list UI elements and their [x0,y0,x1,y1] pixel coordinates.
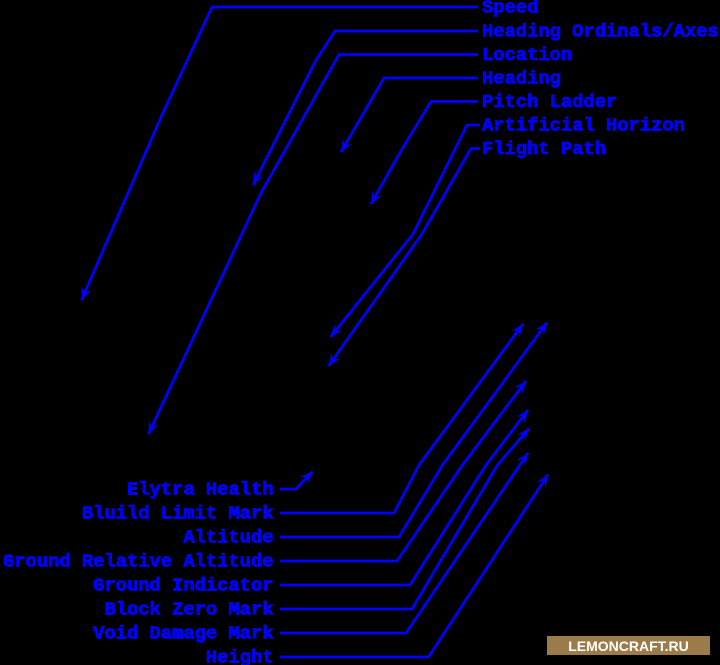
svg-text:Elytra Health: Elytra Health [127,479,274,501]
svg-text:Height: Height [206,647,274,665]
svg-text:Ground Indicator: Ground Indicator [93,575,273,597]
svg-text:Pitch Ladder: Pitch Ladder [482,91,617,113]
svg-text:Bluild Limit Mark: Bluild Limit Mark [82,503,274,525]
svg-text:Altitude: Altitude [183,527,273,549]
svg-text:Flight Path: Flight Path [482,138,606,160]
svg-text:Heading Ordinals/Axes: Heading Ordinals/Axes [482,21,719,43]
svg-text:Location: Location [482,44,572,66]
svg-text:Ground Relative Altitude: Ground Relative Altitude [3,551,274,573]
svg-text:LEMONCRAFT.RU: LEMONCRAFT.RU [568,638,689,654]
svg-text:Heading: Heading [482,68,561,90]
svg-text:Void Damage Mark: Void Damage Mark [93,623,273,645]
svg-text:Block Zero Mark: Block Zero Mark [104,599,273,621]
svg-text:Artificial Horizon: Artificial Horizon [482,115,685,137]
svg-text:Speed: Speed [482,0,538,19]
